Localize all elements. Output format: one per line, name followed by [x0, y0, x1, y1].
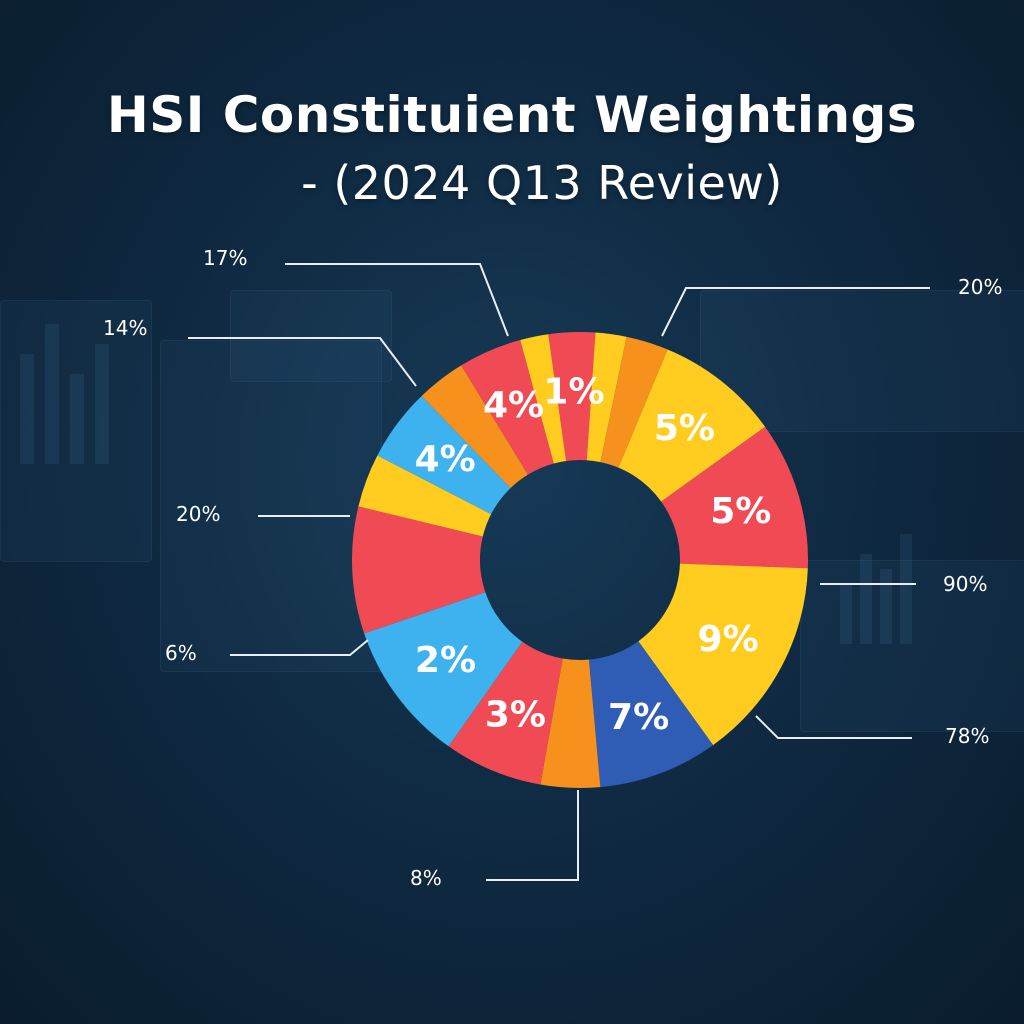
- donut-slice: [358, 455, 492, 537]
- donut-slices: [352, 332, 808, 788]
- callout-label: 20%: [176, 502, 220, 526]
- chart-subtitle: - (2024 Q13 Review): [301, 156, 783, 210]
- callout-leader-line: [230, 639, 369, 656]
- callout-label: 20%: [958, 275, 1002, 299]
- donut-slice: [377, 395, 511, 515]
- callout-leader-line: [661, 287, 930, 337]
- slice-label: 5%: [654, 408, 715, 449]
- donut-slice: [421, 365, 528, 489]
- callouts: 17% 14% 20% 6% 20% 90% 78% 8%: [103, 246, 1002, 890]
- callout-label: 17%: [203, 246, 247, 270]
- callout-label: 90%: [943, 572, 987, 596]
- donut-slice: [586, 332, 627, 463]
- slice-labels: 1% 5% 5% 9% 7% 3%2% 4%4%: [415, 372, 772, 738]
- donut-slice: [548, 332, 596, 461]
- callout-leader-line: [188, 337, 417, 387]
- donut-slice: [448, 641, 563, 785]
- donut-slice: [364, 592, 523, 747]
- slice-label: 3%: [485, 695, 546, 736]
- slice-label: 7%: [608, 697, 669, 738]
- chart-title: HSI Constituient Weightings: [106, 86, 918, 144]
- slice-label: 9%: [698, 619, 759, 660]
- slice-label: 4%: [415, 439, 476, 480]
- donut-slice: [461, 339, 554, 475]
- callout-label: 8%: [410, 866, 442, 890]
- callout-label: 6%: [165, 641, 197, 665]
- callout-leader-line: [486, 790, 579, 881]
- donut-slice: [618, 349, 766, 502]
- donut-slice: [540, 658, 601, 788]
- callout-label: 78%: [945, 724, 989, 748]
- callout-leader-line: [755, 715, 912, 739]
- slice-label: 4%: [483, 385, 544, 426]
- donut-slice: [520, 334, 567, 464]
- donut-slice: [600, 336, 668, 468]
- donut-slice: [661, 426, 808, 569]
- callout-label: 14%: [103, 316, 147, 340]
- donut-slice: [352, 506, 486, 634]
- slice-label: 2%: [415, 640, 476, 681]
- donut-slice: [638, 563, 808, 746]
- donut-slice: [588, 641, 714, 788]
- slice-label: 1%: [543, 372, 604, 413]
- callout-leader-line: [285, 263, 509, 337]
- slice-label: 5%: [710, 491, 771, 532]
